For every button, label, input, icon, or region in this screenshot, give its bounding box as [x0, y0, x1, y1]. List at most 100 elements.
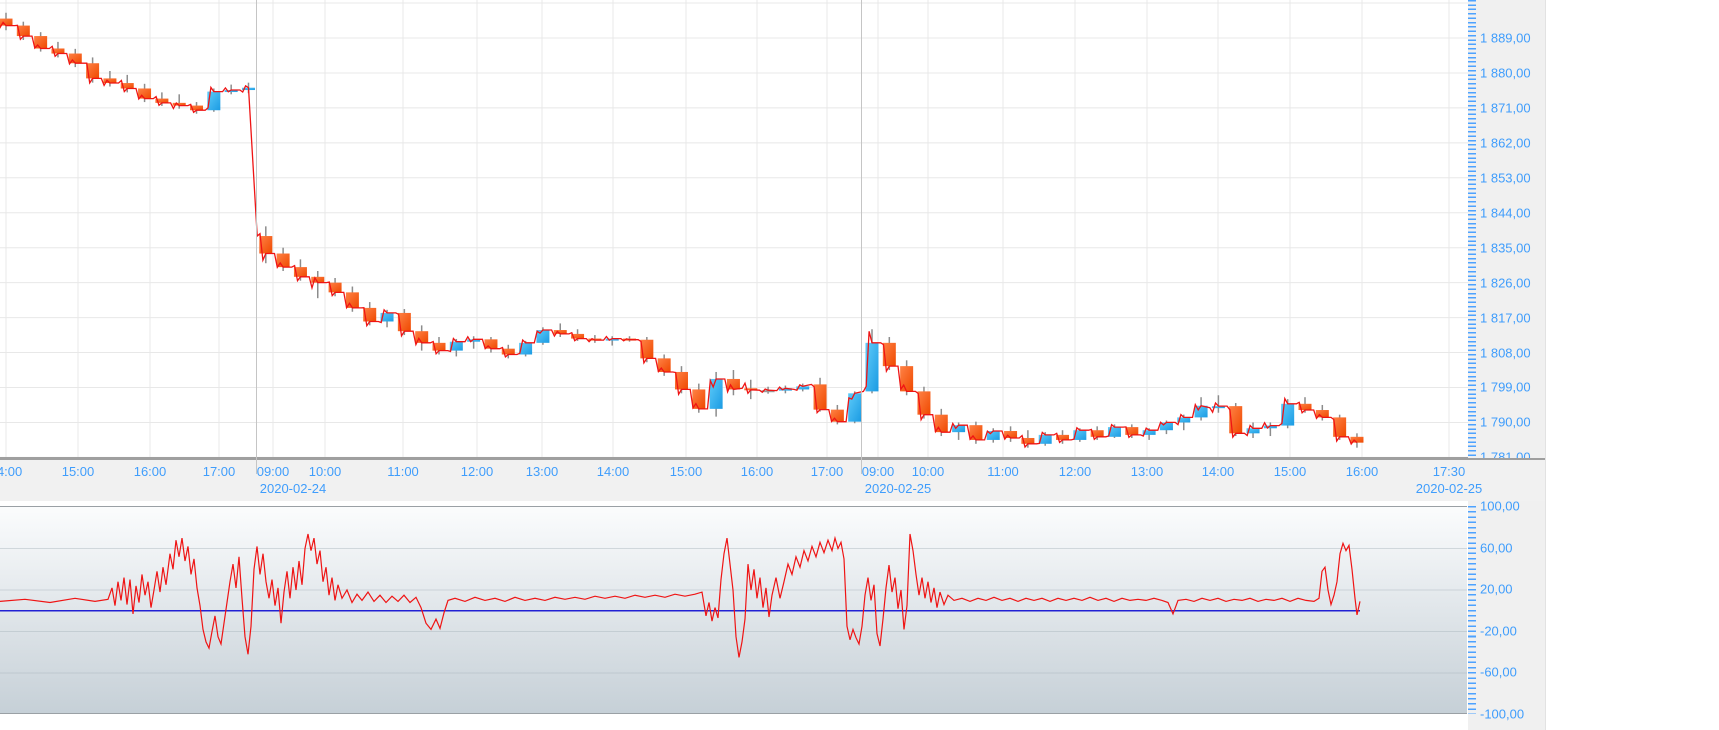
candle-up	[796, 386, 810, 390]
candle-down	[259, 236, 273, 254]
time-axis-label: 13:00	[1130, 464, 1164, 479]
price-axis-label: 1 799,00	[1480, 379, 1531, 395]
price-axis-label: 1 817,00	[1480, 310, 1531, 326]
price-close-line	[0, 21, 1358, 449]
candle-up	[1194, 405, 1208, 418]
oscillator-axis-label: 20,00	[1480, 581, 1513, 597]
time-axis-label: 14:00	[596, 464, 630, 479]
candle-up	[865, 342, 879, 392]
oscillator-axis-label: -100,00	[1480, 706, 1525, 721]
time-axis-label: 17:00	[810, 464, 844, 479]
candle-down	[1333, 417, 1347, 437]
time-axis-label: 10:00	[308, 464, 342, 479]
oscillator-axis-label: 60,00	[1480, 540, 1513, 555]
day-separator-line	[861, 0, 862, 474]
main-chart-canvas[interactable]	[0, 0, 1468, 459]
candle-up	[848, 393, 862, 422]
time-axis-label: 17:30	[1432, 464, 1466, 479]
candle-up	[224, 90, 238, 93]
time-axis-label: 12:00	[460, 464, 494, 479]
candle-up	[1159, 422, 1173, 431]
oscillator-axis-ruler[interactable]	[1468, 506, 1476, 714]
candle-up	[1246, 428, 1260, 434]
time-axis-label: 13:00	[525, 464, 559, 479]
candle-up	[467, 339, 481, 342]
price-axis-ruler[interactable]	[1468, 0, 1476, 458]
candle-down	[553, 330, 567, 334]
candle-down	[1004, 430, 1018, 438]
candle-down	[328, 282, 342, 293]
price-axis-label: 1 853,00	[1480, 170, 1531, 186]
candle-down	[432, 342, 446, 351]
candle-down	[138, 88, 152, 99]
time-axis-label: 11:00	[387, 464, 419, 479]
candle-down	[1350, 436, 1364, 443]
candle-down	[172, 102, 186, 106]
candle-down	[640, 339, 654, 359]
oscillator-line	[0, 533, 1361, 658]
candle-down	[311, 276, 325, 283]
time-axis-label: 11:00	[987, 464, 1019, 479]
candle-up	[380, 312, 394, 322]
price-axis-label: 1 826,00	[1480, 275, 1531, 291]
candle-down	[51, 48, 65, 54]
candle-up	[1038, 434, 1052, 444]
oscillator-canvas[interactable]	[0, 507, 1467, 715]
time-axis-label: 15:00	[61, 464, 95, 479]
candle-down	[813, 384, 827, 410]
candle-up	[1281, 403, 1295, 426]
time-axis-label: 16:00	[740, 464, 774, 479]
candle-down	[86, 63, 100, 79]
time-axis-label: 17:00	[202, 464, 236, 479]
price-axis-label: 1 862,00	[1480, 135, 1531, 151]
candle-down	[1021, 437, 1035, 444]
candle-down	[293, 267, 307, 277]
candle-down	[917, 391, 931, 415]
candle-down	[571, 333, 585, 339]
time-axis-strip[interactable]: 14:00 15:00 16:00 17:00 09:00 10:00 11:00 12:00…	[0, 458, 1545, 501]
candle-up	[605, 338, 619, 341]
price-axis-label: 1 889,00	[1480, 30, 1531, 46]
candle-down	[882, 342, 896, 367]
candle-up	[207, 91, 221, 111]
candle-up	[778, 388, 792, 391]
time-axis-label: 14:00	[0, 464, 23, 479]
price-axis-label: 1 871,00	[1480, 100, 1531, 116]
candle-down	[1298, 403, 1312, 411]
candle-up	[1107, 427, 1121, 437]
candle-down	[1125, 427, 1139, 435]
candle-down	[1229, 406, 1243, 434]
candle-down	[120, 83, 134, 89]
oscillator-axis-label: 100,00	[1480, 498, 1520, 514]
candle-down	[16, 25, 30, 37]
axis-label-gutter: 1 889,00 1 880,00 1 871,00 1 862,00 1 853,00…	[1468, 0, 1545, 730]
date-axis-label: 2020-02-25	[864, 481, 932, 496]
candle-down	[68, 53, 82, 64]
candle-down	[1090, 430, 1104, 437]
candle-down	[484, 339, 498, 349]
price-axis-label: 1 880,00	[1480, 65, 1531, 81]
price-axis-label: 1 808,00	[1480, 345, 1531, 361]
candle-up	[1177, 417, 1191, 423]
time-axis-label: 15:00	[669, 464, 703, 479]
candle-up	[519, 342, 533, 355]
candle-down	[501, 348, 515, 355]
candle-up	[1073, 430, 1087, 440]
date-axis-label: 2020-02-24	[259, 481, 327, 496]
candle-down	[1315, 410, 1329, 418]
candle-down	[190, 105, 204, 111]
candle-down	[726, 378, 740, 390]
candle-up	[1211, 406, 1225, 409]
candle-up	[761, 390, 775, 393]
oscillator-panel[interactable]	[0, 506, 1467, 714]
date-axis-label: 2020-02-25	[1415, 481, 1483, 496]
candle-down	[363, 307, 377, 322]
price-axis-label: 1 790,00	[1480, 414, 1531, 430]
candle-down	[103, 78, 117, 84]
right-margin	[1545, 0, 1719, 730]
time-axis-label: 09:00	[861, 464, 895, 479]
candle-down	[415, 331, 429, 343]
candle-up	[1142, 430, 1156, 435]
day-separator-line	[256, 0, 257, 474]
